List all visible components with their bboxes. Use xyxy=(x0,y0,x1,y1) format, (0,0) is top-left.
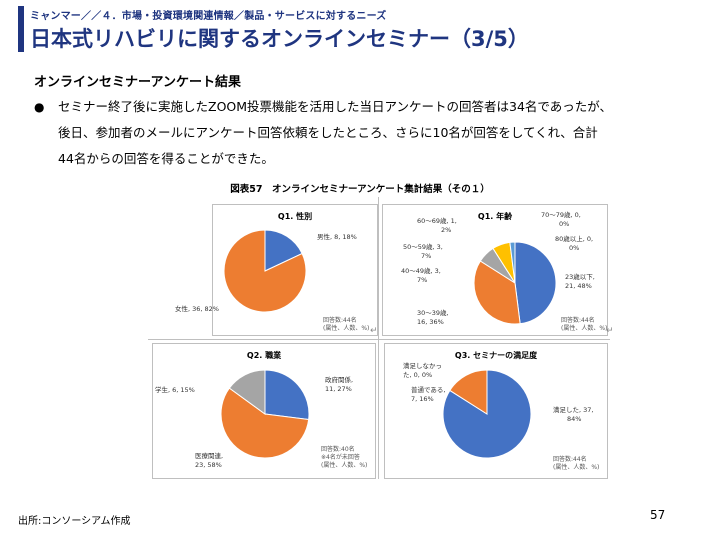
body-line-2: 後日、参加者のメールにアンケート回答依頼をしたところ、さらに10名が回答をしてく… xyxy=(58,125,598,140)
pie-chart-age xyxy=(473,241,557,325)
page-title: 日本式リハビリに関するオンラインセミナー（3/5） xyxy=(30,27,529,51)
label-age-23: 23歳以下, 21, 48% xyxy=(565,273,595,290)
chart-panel-age: Q1. 年齢 60～69歳, 1, 2% 70～79歳, 0, 0% 80歳以上, … xyxy=(382,204,608,336)
label-female: 女性, 36, 82% xyxy=(175,305,219,313)
pie-slice-2 xyxy=(228,369,266,415)
chart-note: 回答数:44名 (属性、人数、%) xyxy=(561,317,608,332)
label-age-60: 60～69歳, 1, 2% xyxy=(417,217,457,234)
label-age-40: 40～49歳, 3, 7% xyxy=(401,267,441,284)
chart-title: Q3. セミナーの満足度 xyxy=(454,351,538,360)
body-line-3: 44名からの回答を得ることができた。 xyxy=(58,151,274,166)
section-title: オンラインセミナーアンケート結果 xyxy=(34,75,241,90)
pie-slice-1 xyxy=(449,369,488,415)
pie-slice-1 xyxy=(220,387,310,459)
label-government: 政府関係, 11, 27% xyxy=(325,376,354,393)
page-number: 57 xyxy=(650,508,666,522)
label-student: 学生, 6, 15% xyxy=(155,386,195,394)
chart-panel-occupation: Q2. 職業 政府関係, 11, 27% 学生, 6, 15% 医療関連, 23, … xyxy=(152,343,376,479)
body-text: ● セミナー終了後に実施したZOOM投票機能を活用した当日アンケートの回答者は3… xyxy=(34,94,694,172)
header-accent-bar xyxy=(18,6,24,52)
label-age-30: 30～39歳, 16, 36% xyxy=(417,309,449,326)
bullet-icon: ● xyxy=(34,100,45,114)
divider-vertical xyxy=(378,197,379,479)
label-male: 男性, 8, 18% xyxy=(317,233,357,241)
chart-note: 回答数:44名 (属性、人数、%) xyxy=(553,456,600,471)
pie-slice-1 xyxy=(223,229,307,313)
label-not-satisfied: 満足しなかっ た, 0, 0% xyxy=(403,362,442,379)
label-normal: 普通である, 7, 16% xyxy=(411,386,446,403)
chart-panel-gender: Q1. 性別 男性, 8, 18% 女性, 36, 82% 回答数:44名 (属性… xyxy=(175,204,378,336)
pie-slice-0 xyxy=(264,369,310,421)
pie-slice-4 xyxy=(509,241,516,284)
chart-note: 回答数:44名 (属性、人数、%) xyxy=(323,317,370,332)
pie-slice-1 xyxy=(473,260,521,325)
label-medical: 医療関連, 23, 58% xyxy=(195,452,224,469)
chart-panel-satisfaction: Q3. セミナーの満足度 満足しなかっ た, 0, 0% 普通である, 7, 16%… xyxy=(384,343,608,479)
source-note: 出所:コンソーシアム作成 xyxy=(18,516,131,527)
body-line-1: セミナー終了後に実施したZOOM投票機能を活用した当日アンケートの回答者は34名… xyxy=(58,99,613,114)
chart-title: Q2. 職業 xyxy=(246,351,282,360)
label-age-70: 70～79歳, 0, 0% xyxy=(541,211,581,228)
pie-chart-gender xyxy=(223,229,307,313)
return-mark: ↵ xyxy=(606,326,614,336)
chart-title: Q1. 性別 xyxy=(277,212,313,221)
label-age-80: 80歳以上, 0, 0% xyxy=(555,235,594,252)
label-age-50: 50～59歳, 3, 7% xyxy=(403,243,443,260)
pie-slice-0 xyxy=(264,229,303,272)
pie-chart-occupation xyxy=(220,369,310,459)
label-satisfied: 満足した, 37, 84% xyxy=(553,406,594,423)
breadcrumb: ミャンマー／／４．市場・投資環境関連情報／製品・サービスに対するニーズ xyxy=(30,11,387,22)
pie-chart-satisfaction xyxy=(442,369,532,459)
return-mark: ↵ xyxy=(370,326,378,336)
divider-horizontal xyxy=(148,339,610,340)
chart-note: 回答数:40名 ※4名が未回答 (属性、人数、%) xyxy=(321,446,368,469)
figure-title: 図表57 オンラインセミナーアンケート集計結果（その１） xyxy=(230,184,490,195)
chart-title: Q1. 年齢 xyxy=(477,212,513,221)
pie-slice-0 xyxy=(514,241,557,325)
